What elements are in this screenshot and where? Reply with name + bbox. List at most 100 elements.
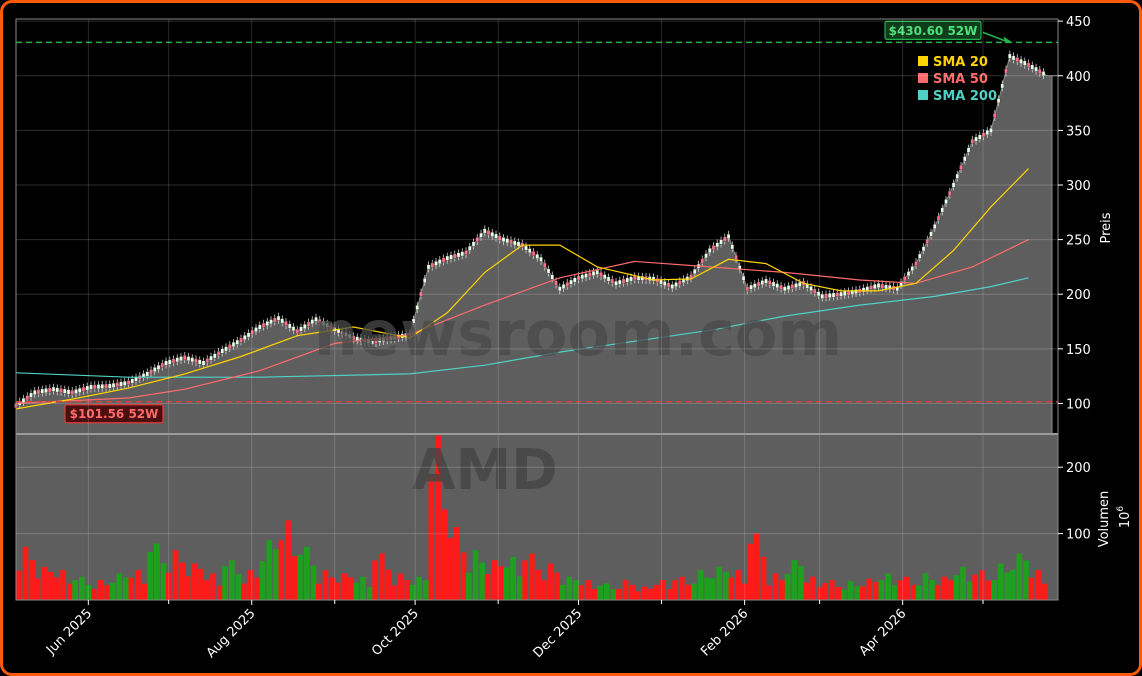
volume-bar — [85, 584, 92, 600]
volume-bar — [29, 560, 36, 600]
volume-bar — [453, 526, 460, 600]
volume-bar — [597, 585, 603, 600]
volume-bar — [891, 585, 898, 600]
volume-bar — [385, 569, 392, 600]
candle-body — [955, 173, 959, 179]
volume-bar — [366, 587, 373, 600]
annotations: $430.60 52W $101.56 52W — [16, 20, 1058, 424]
candle-body — [981, 132, 986, 138]
candle-body — [479, 232, 483, 238]
volume-bar — [147, 552, 153, 600]
candle-body — [1038, 69, 1042, 74]
price-tick-label: 450 — [1066, 15, 1091, 30]
volume-bar — [816, 587, 823, 600]
candle-body — [351, 335, 356, 341]
candle-body — [925, 239, 929, 244]
volume-bar — [1041, 583, 1048, 600]
volume-bar — [528, 553, 535, 600]
volume-bar — [303, 546, 310, 600]
candle-body — [209, 355, 213, 361]
candle-body — [243, 335, 247, 340]
volume-bar — [997, 563, 1004, 600]
candle-body — [340, 330, 344, 335]
price-tick-label: 150 — [1066, 343, 1091, 358]
volume-bar — [329, 577, 336, 600]
candle-body — [591, 271, 596, 276]
candle-body — [201, 360, 206, 366]
candle-body — [456, 252, 461, 258]
candle-body — [295, 329, 299, 334]
volume-bar — [259, 561, 266, 600]
candle-body — [284, 321, 288, 326]
candle-body — [554, 280, 558, 286]
candle-body — [584, 273, 588, 278]
volume-tick-label: 100 — [1066, 528, 1091, 543]
volume-bar — [660, 580, 666, 600]
candle-body — [411, 318, 416, 324]
volume-bar — [466, 572, 472, 600]
x-tick-label: Feb 2026 — [698, 606, 751, 659]
volume-bar — [353, 582, 360, 600]
x-tick-label: Apr 2026 — [857, 606, 910, 659]
volume-bar — [903, 576, 910, 600]
high-52w-label: $430.60 52W — [889, 24, 978, 38]
volume-bar — [216, 585, 223, 600]
candle-body — [809, 286, 813, 291]
candle-body — [528, 248, 532, 254]
candle-body — [610, 278, 614, 284]
volume-bar — [1023, 560, 1029, 600]
candle-body — [951, 182, 956, 188]
volume-bar — [123, 577, 129, 600]
candle-body — [1030, 64, 1034, 70]
candle-body — [779, 284, 783, 290]
candle-body — [993, 113, 997, 118]
volume-bar — [953, 575, 960, 600]
candle-body — [693, 269, 697, 274]
volume-multiplier-exponent: 6 — [1116, 506, 1126, 512]
candle-body — [966, 147, 971, 153]
candle-body — [820, 294, 824, 299]
high-52w-arrowhead — [1003, 36, 1013, 44]
volume-bar — [666, 589, 673, 600]
volume-bar — [854, 586, 861, 600]
candle-body — [475, 237, 479, 242]
candle-body — [876, 283, 881, 288]
candle-body — [149, 369, 153, 375]
candle-body — [486, 230, 491, 235]
volume-bar — [460, 552, 467, 600]
candle-body — [974, 136, 978, 142]
volume-bar — [397, 573, 404, 600]
candle-body — [505, 238, 509, 244]
candle-body — [760, 280, 764, 285]
volume-bar — [203, 580, 210, 600]
price-pane — [14, 19, 1058, 435]
candle-body — [348, 333, 352, 339]
volume-bar — [760, 556, 767, 600]
candle-body — [483, 228, 487, 234]
volume-bar — [941, 576, 948, 600]
candle-body — [471, 241, 476, 247]
candle-body — [186, 356, 191, 361]
volume-bar — [960, 566, 966, 600]
candle-body — [453, 253, 457, 259]
candle-body — [636, 275, 641, 281]
candle-body — [798, 282, 802, 287]
volume-bar — [91, 589, 97, 600]
volume-bar — [535, 569, 542, 600]
volume-bar — [278, 540, 285, 600]
volume-bar — [835, 587, 842, 600]
volume-bar — [573, 580, 579, 600]
volume-bar — [541, 579, 547, 600]
candle-body — [108, 383, 112, 389]
candle-body — [678, 280, 682, 285]
volume-bar — [53, 577, 60, 600]
volume-bar — [423, 580, 429, 600]
volume-bar — [166, 572, 172, 600]
candle-body — [989, 128, 993, 133]
volume-bar — [198, 568, 204, 600]
volume-bar — [704, 577, 711, 600]
volume-bar — [784, 574, 791, 600]
legend: SMA 20 SMA 50 SMA 200 — [918, 55, 997, 104]
candle-body — [771, 281, 776, 287]
